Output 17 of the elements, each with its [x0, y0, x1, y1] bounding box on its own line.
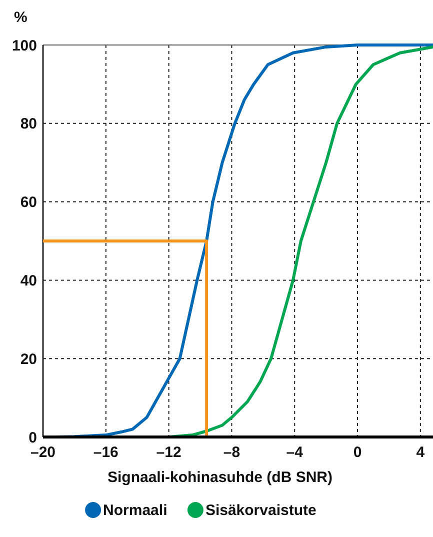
y-axis-title: %	[14, 9, 28, 26]
y-tick-label: 0	[28, 429, 37, 446]
y-tick-label: 60	[20, 194, 37, 212]
legend-label: Normaali	[103, 502, 168, 519]
x-tick-label: –20	[30, 444, 56, 461]
x-tick-label: 4	[416, 444, 426, 461]
x-tick-label: 0	[353, 444, 362, 461]
legend-label: Sisäkorvaistute	[205, 502, 316, 519]
y-tick-label: 40	[20, 272, 37, 290]
y-tick-label: 100	[12, 37, 37, 54]
y-tick-label: 20	[20, 350, 37, 368]
x-tick-label: –16	[93, 444, 118, 461]
x-tick-label: –4	[286, 444, 304, 461]
x-tick-label: –8	[223, 444, 240, 461]
y-tick-label: 80	[20, 116, 37, 133]
x-axis-title: Signaali-kohinasuhde (dB SNR)	[107, 469, 333, 486]
x-tick-label: –12	[156, 444, 182, 461]
